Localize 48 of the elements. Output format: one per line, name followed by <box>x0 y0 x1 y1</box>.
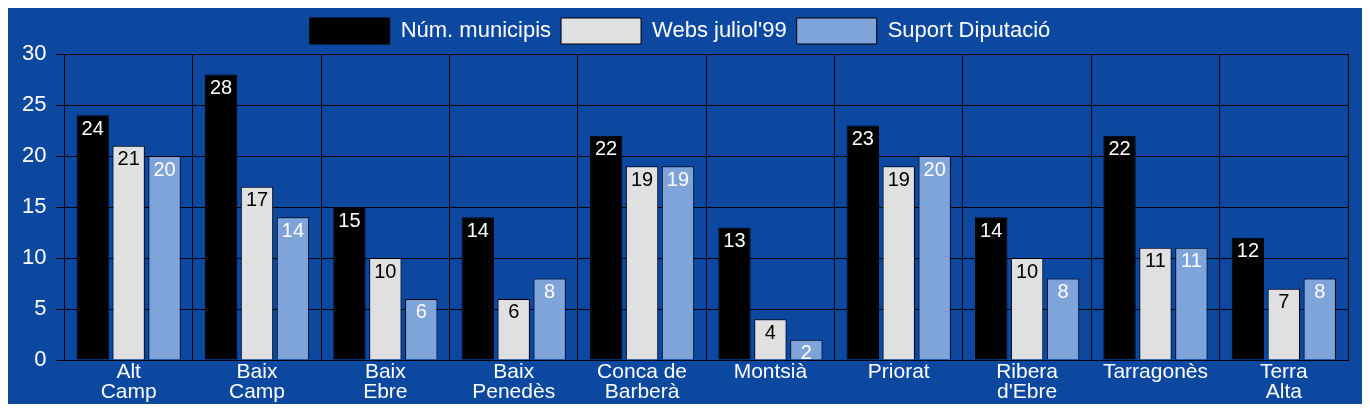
data-label: 10 <box>1015 259 1039 282</box>
data-label: 21 <box>117 147 140 170</box>
y-tick-label: 25 <box>21 91 47 117</box>
data-label: 22 <box>1108 137 1131 160</box>
data-label: 6 <box>508 300 520 323</box>
legend-label: Webs juliol'99 <box>652 17 787 43</box>
data-label: 14 <box>980 218 1003 241</box>
data-label: 8 <box>544 279 556 302</box>
data-label: 20 <box>923 157 946 180</box>
data-label: 11 <box>1145 249 1166 272</box>
data-label: 28 <box>209 75 233 98</box>
x-tick-label: Baix Camp <box>228 358 286 402</box>
y-tick-label: 10 <box>21 244 47 270</box>
data-label: 22 <box>595 137 618 160</box>
data-label: 19 <box>887 167 910 190</box>
x-tick-label: Baix Ebre <box>363 358 408 402</box>
data-label: 14 <box>281 218 305 241</box>
data-label: 17 <box>245 188 269 211</box>
data-label: 23 <box>851 126 874 149</box>
data-label: 13 <box>723 228 746 251</box>
data-label: 20 <box>153 157 176 180</box>
legend-label: Núm. municipis <box>400 17 552 43</box>
data-label: 14 <box>466 218 489 241</box>
data-label: 19 <box>666 167 690 190</box>
x-tick-label: Conca de Barberà <box>597 358 688 402</box>
y-tick-label: 20 <box>21 142 47 168</box>
y-tick-label: 0 <box>34 346 47 372</box>
x-tick-label: Ribera d'Ebre <box>996 358 1059 402</box>
data-label: 4 <box>764 320 776 343</box>
legend-label: Suport Diputació <box>887 17 1051 43</box>
y-tick-label: 15 <box>21 193 47 219</box>
y-tick-label: 5 <box>34 295 47 321</box>
y-tick-label: 30 <box>21 40 47 66</box>
data-label: 15 <box>338 208 361 231</box>
x-tick-label: Baix Penedès <box>472 358 556 402</box>
x-tick-label: Alt Camp <box>100 358 157 402</box>
x-tick-label: Priorat <box>867 358 930 382</box>
x-tick-label: Tarragonès <box>1102 358 1208 382</box>
data-label: 6 <box>415 300 427 323</box>
data-label: 24 <box>81 116 104 139</box>
data-label: 12 <box>1236 239 1260 262</box>
data-label: 11 <box>1181 249 1202 272</box>
data-label: 10 <box>374 259 397 282</box>
data-label: 19 <box>630 167 654 190</box>
data-label: 8 <box>1057 279 1069 302</box>
data-label: 7 <box>1278 290 1290 313</box>
data-label: 8 <box>1314 279 1326 302</box>
x-tick-label: Terra Alta <box>1259 358 1309 402</box>
